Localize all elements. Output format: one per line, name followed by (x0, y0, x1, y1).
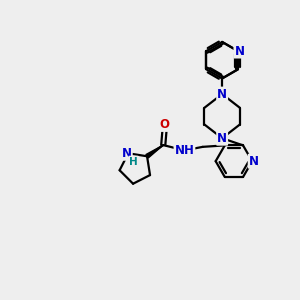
Text: N: N (217, 88, 227, 100)
Text: N: N (122, 147, 132, 160)
Text: O: O (160, 118, 170, 131)
Polygon shape (146, 145, 163, 158)
Text: NH: NH (175, 144, 194, 157)
Text: H: H (129, 157, 138, 166)
Text: N: N (217, 132, 227, 145)
Text: N: N (249, 155, 259, 168)
Text: N: N (234, 45, 244, 58)
